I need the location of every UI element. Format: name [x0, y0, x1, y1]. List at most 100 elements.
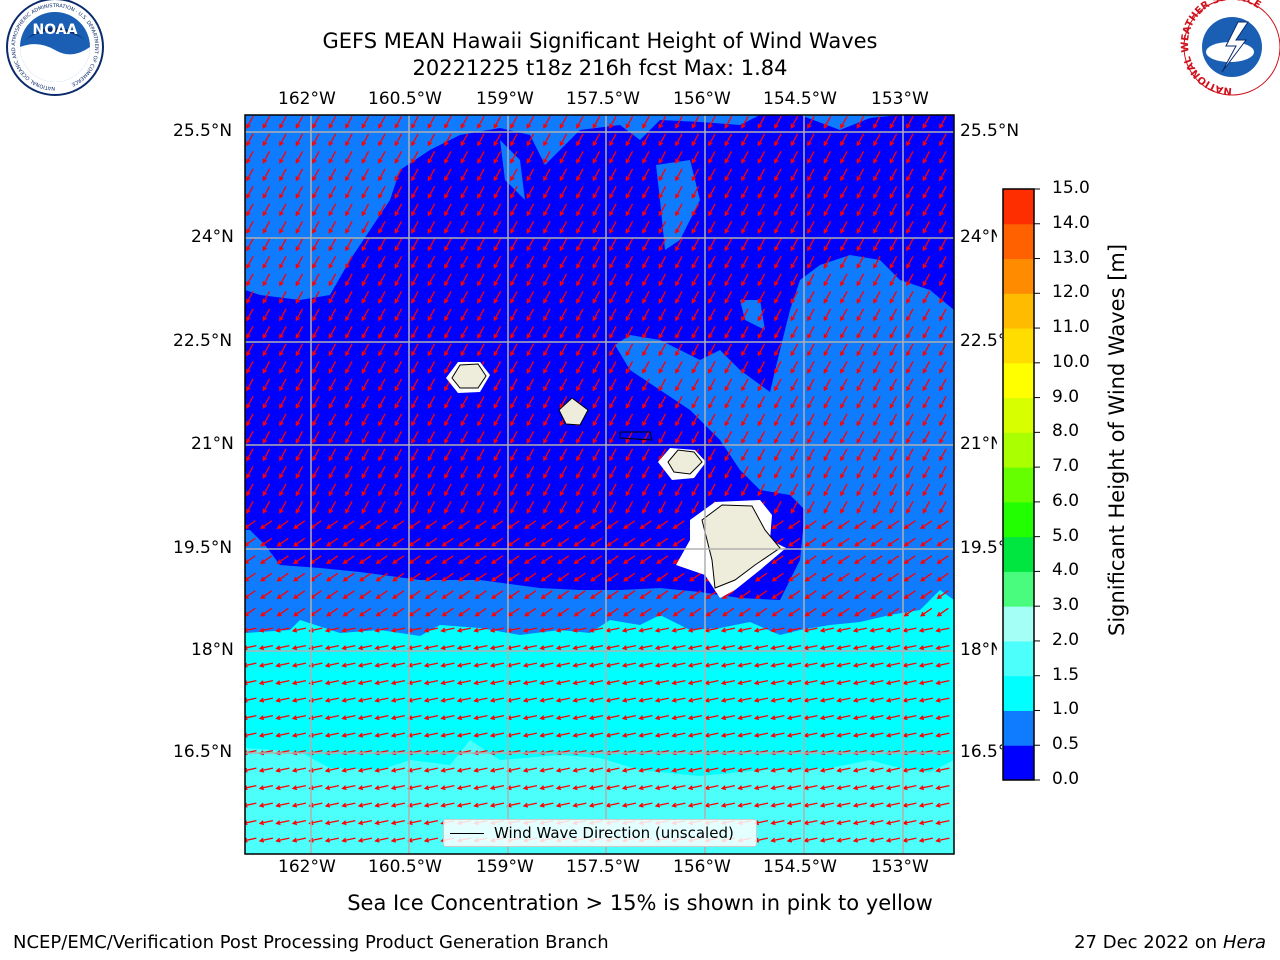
- wind-wave-arrow: [411, 168, 419, 182]
- wind-wave-arrow: [394, 238, 403, 252]
- wind-wave-arrow: [427, 465, 436, 479]
- wind-wave-arrow: [324, 802, 340, 808]
- wind-wave-arrow: [856, 238, 865, 252]
- wind-wave-arrow: [837, 572, 850, 582]
- wind-wave-arrow: [293, 520, 306, 529]
- wind-wave-arrow: [328, 343, 337, 357]
- wind-wave-arrow: [460, 203, 469, 217]
- wind-wave-arrow: [328, 430, 337, 444]
- wind-wave-arrow: [345, 238, 353, 252]
- wind-wave-arrow: [378, 290, 386, 304]
- wind-wave-arrow: [592, 168, 601, 182]
- wind-wave-arrow: [887, 520, 900, 529]
- wind-wave-arrow: [790, 133, 799, 147]
- wind-wave-arrow: [559, 273, 568, 287]
- wind-wave-arrow: [539, 784, 554, 791]
- wind-wave-arrow: [887, 537, 900, 547]
- wind-wave-arrow: [460, 500, 469, 514]
- wind-wave-arrow: [312, 150, 320, 164]
- wind-wave-arrow: [345, 115, 353, 129]
- wind-wave-arrow: [444, 168, 452, 182]
- wind-wave-arrow: [639, 590, 652, 599]
- wind-wave-arrow: [592, 413, 601, 427]
- wind-wave-arrow: [939, 220, 947, 234]
- wind-wave-arrow: [295, 308, 304, 322]
- wind-wave-arrow: [672, 572, 685, 582]
- wind-wave-arrow: [361, 115, 370, 129]
- wind-wave-arrow: [708, 273, 716, 287]
- wind-wave-arrow: [935, 627, 950, 633]
- wind-wave-arrow: [708, 290, 716, 304]
- wind-wave-arrow: [823, 413, 832, 427]
- wind-wave-arrow: [357, 767, 373, 773]
- wind-wave-arrow: [623, 607, 636, 617]
- wind-wave-arrow: [477, 308, 485, 322]
- wind-wave-arrow: [819, 837, 835, 843]
- wind-wave-arrow: [411, 185, 419, 199]
- wind-wave-arrow: [691, 150, 700, 164]
- wind-wave-arrow: [889, 483, 898, 497]
- wind-wave-arrow: [526, 413, 535, 427]
- wind-wave-arrow: [276, 590, 289, 599]
- wind-wave-arrow: [625, 360, 634, 374]
- wind-wave-arrow: [691, 115, 700, 129]
- wind-wave-arrow: [724, 168, 733, 182]
- wind-wave-arrow: [345, 413, 353, 427]
- wind-wave-arrow: [823, 133, 832, 147]
- wind-wave-arrow: [510, 168, 518, 182]
- wind-wave-arrow: [691, 203, 700, 217]
- wind-wave-arrow: [258, 767, 274, 773]
- wind-wave-arrow: [522, 767, 538, 773]
- wind-wave-arrow: [312, 290, 320, 304]
- wind-wave-arrow: [342, 555, 355, 564]
- wind-wave-arrow: [889, 150, 898, 164]
- wind-wave-arrow: [819, 802, 835, 808]
- wind-wave-arrow: [246, 168, 254, 182]
- wind-wave-arrow: [804, 537, 817, 547]
- wind-wave-arrow: [394, 378, 403, 392]
- wave-band-0-0.5: [245, 115, 954, 600]
- wind-wave-arrow: [757, 395, 766, 409]
- wind-wave-arrow: [555, 662, 571, 668]
- wind-wave-arrow: [543, 115, 551, 129]
- wind-wave-arrow: [491, 607, 504, 617]
- wind-wave-arrow: [460, 115, 469, 129]
- wind-wave-arrow: [489, 627, 505, 633]
- wind-wave-arrow: [375, 572, 388, 582]
- wind-wave-arrow: [753, 714, 769, 721]
- wind-wave-arrow: [856, 185, 865, 199]
- wind-wave-arrow: [935, 767, 950, 773]
- wind-wave-arrow: [295, 465, 304, 479]
- wind-wave-arrow: [609, 133, 617, 147]
- wind-wave-arrow: [456, 679, 472, 686]
- wind-wave-arrow: [246, 430, 254, 444]
- wind-wave-arrow: [342, 607, 355, 617]
- wind-wave-arrow: [543, 500, 551, 514]
- wind-wave-arrow: [691, 220, 700, 234]
- wind-wave-arrow: [394, 273, 403, 287]
- wind-wave-arrow: [345, 430, 353, 444]
- colorbar-tick-label: 15.0: [1052, 178, 1090, 198]
- wind-wave-arrow: [889, 133, 898, 147]
- wind-wave-arrow: [275, 819, 290, 826]
- wind-wave-arrow: [592, 360, 601, 374]
- wind-wave-arrow: [477, 255, 485, 269]
- wind-wave-arrow: [856, 308, 865, 322]
- wind-wave-arrow: [345, 273, 353, 287]
- wind-wave-arrow: [279, 430, 287, 444]
- wind-wave-arrow: [658, 395, 667, 409]
- wind-wave-arrow: [790, 343, 799, 357]
- wind-wave-arrow: [374, 644, 389, 651]
- wind-wave-arrow: [774, 150, 782, 164]
- wind-wave-arrow: [295, 203, 304, 217]
- wind-wave-arrow: [477, 465, 485, 479]
- wind-wave-arrow: [856, 220, 865, 234]
- wind-wave-arrow: [821, 607, 834, 617]
- wind-wave-arrow: [790, 325, 799, 339]
- wind-wave-arrow: [790, 448, 799, 462]
- wind-wave-arrow: [341, 679, 356, 686]
- wind-wave-arrow: [675, 168, 683, 182]
- wind-wave-arrow: [526, 168, 535, 182]
- wind-wave-arrow: [378, 395, 386, 409]
- wind-wave-arrow: [755, 607, 768, 617]
